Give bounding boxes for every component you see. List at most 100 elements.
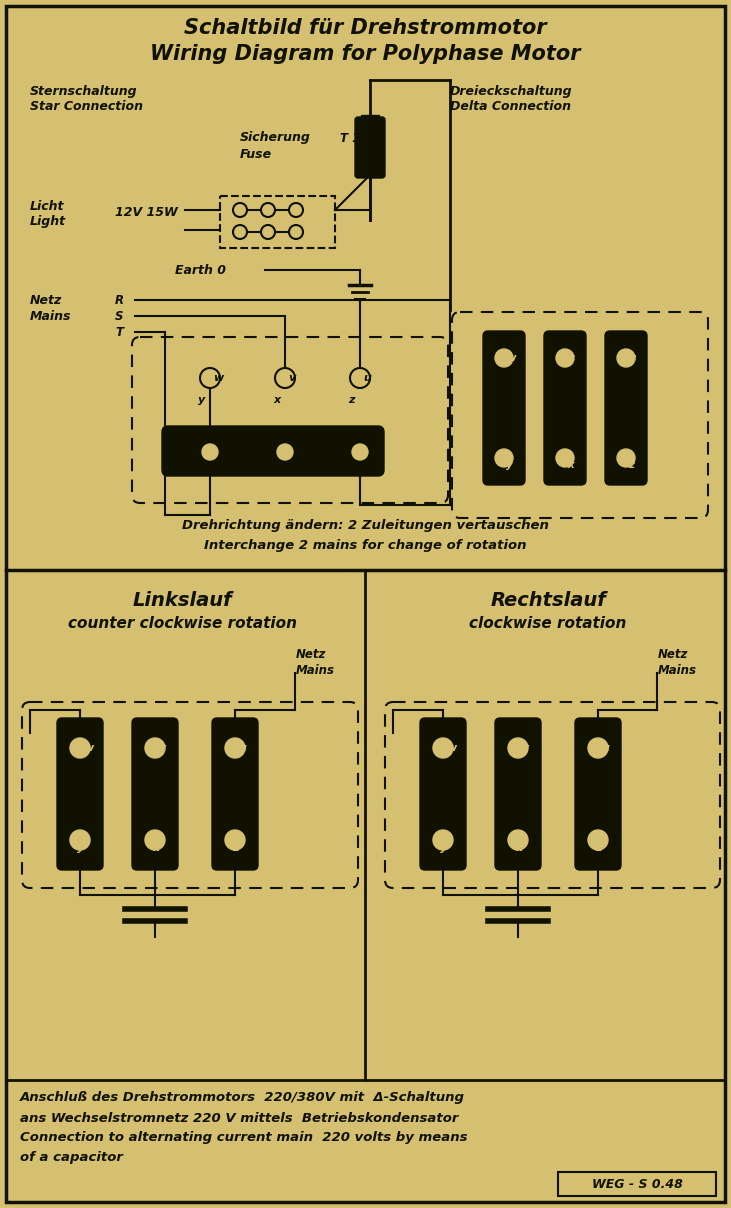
Circle shape bbox=[225, 830, 245, 850]
Text: Star Connection: Star Connection bbox=[30, 100, 143, 114]
Text: y: y bbox=[198, 395, 205, 405]
Text: Mains: Mains bbox=[658, 663, 697, 676]
Text: v: v bbox=[521, 743, 529, 753]
Text: clockwise rotation: clockwise rotation bbox=[469, 616, 626, 631]
FancyBboxPatch shape bbox=[162, 426, 384, 476]
Text: y: y bbox=[77, 843, 84, 853]
Circle shape bbox=[261, 203, 275, 217]
Text: Licht: Licht bbox=[30, 201, 64, 214]
Text: w: w bbox=[506, 353, 515, 362]
Circle shape bbox=[233, 203, 247, 217]
Text: x: x bbox=[515, 843, 522, 853]
FancyBboxPatch shape bbox=[212, 718, 258, 870]
Text: u: u bbox=[628, 353, 635, 362]
Text: w: w bbox=[83, 743, 94, 753]
Circle shape bbox=[617, 349, 635, 367]
FancyBboxPatch shape bbox=[57, 718, 103, 870]
FancyBboxPatch shape bbox=[355, 117, 385, 178]
Text: Sicherung: Sicherung bbox=[240, 132, 311, 145]
Text: Connection to alternating current main  220 volts by means: Connection to alternating current main 2… bbox=[20, 1132, 468, 1144]
Circle shape bbox=[70, 738, 90, 757]
FancyBboxPatch shape bbox=[132, 718, 178, 870]
Circle shape bbox=[233, 225, 247, 239]
Text: Netz: Netz bbox=[296, 649, 326, 662]
FancyBboxPatch shape bbox=[495, 718, 541, 870]
Circle shape bbox=[261, 225, 275, 239]
Text: y: y bbox=[506, 460, 512, 470]
Circle shape bbox=[433, 738, 453, 757]
Text: Delta Connection: Delta Connection bbox=[450, 100, 571, 114]
Circle shape bbox=[433, 830, 453, 850]
FancyBboxPatch shape bbox=[605, 331, 647, 484]
Text: u: u bbox=[601, 743, 609, 753]
FancyBboxPatch shape bbox=[483, 331, 525, 484]
Text: Interchange 2 mains for change of rotation: Interchange 2 mains for change of rotati… bbox=[204, 539, 526, 552]
Circle shape bbox=[70, 830, 90, 850]
Text: v: v bbox=[567, 353, 574, 362]
Circle shape bbox=[145, 830, 165, 850]
Text: Drehrichtung ändern: 2 Zuleitungen vertauschen: Drehrichtung ändern: 2 Zuleitungen verta… bbox=[181, 518, 548, 532]
Text: WEG - S 0.48: WEG - S 0.48 bbox=[591, 1178, 683, 1191]
Bar bbox=[361, 115, 379, 124]
Circle shape bbox=[508, 830, 528, 850]
Circle shape bbox=[588, 738, 608, 757]
Text: Netz: Netz bbox=[30, 294, 62, 307]
Text: Mains: Mains bbox=[30, 309, 72, 323]
Text: w: w bbox=[213, 373, 223, 383]
Text: v: v bbox=[288, 373, 295, 383]
Bar bbox=[558, 1172, 716, 1196]
Circle shape bbox=[588, 830, 608, 850]
Circle shape bbox=[145, 738, 165, 757]
Text: z: z bbox=[348, 395, 355, 405]
Circle shape bbox=[202, 445, 218, 460]
Text: z: z bbox=[232, 843, 238, 853]
Circle shape bbox=[225, 738, 245, 757]
Circle shape bbox=[350, 368, 370, 388]
Text: Fuse: Fuse bbox=[240, 147, 272, 161]
FancyBboxPatch shape bbox=[420, 718, 466, 870]
Text: x: x bbox=[273, 395, 280, 405]
Text: 12V 15W: 12V 15W bbox=[115, 207, 178, 220]
Text: of a capacitor: of a capacitor bbox=[20, 1151, 123, 1165]
Text: Anschluß des Drehstrommotors  220/380V mit  Δ-Schaltung: Anschluß des Drehstrommotors 220/380V mi… bbox=[20, 1092, 465, 1104]
Circle shape bbox=[352, 445, 368, 460]
Circle shape bbox=[200, 368, 220, 388]
Text: T: T bbox=[115, 325, 123, 338]
Text: R: R bbox=[115, 294, 124, 307]
FancyBboxPatch shape bbox=[575, 718, 621, 870]
Text: Mains: Mains bbox=[296, 663, 335, 676]
Text: w: w bbox=[446, 743, 456, 753]
Text: Sternschaltung: Sternschaltung bbox=[30, 86, 137, 99]
FancyBboxPatch shape bbox=[544, 331, 586, 484]
Text: Schaltbild für Drehstrommotor: Schaltbild für Drehstrommotor bbox=[183, 18, 546, 37]
Circle shape bbox=[275, 368, 295, 388]
Text: counter clockwise rotation: counter clockwise rotation bbox=[67, 616, 297, 631]
Circle shape bbox=[495, 449, 513, 467]
Text: x: x bbox=[567, 460, 574, 470]
Text: S: S bbox=[115, 309, 124, 323]
Circle shape bbox=[556, 449, 574, 467]
Text: Netz: Netz bbox=[658, 649, 689, 662]
Circle shape bbox=[556, 349, 574, 367]
Text: y: y bbox=[440, 843, 447, 853]
Text: x: x bbox=[152, 843, 159, 853]
Circle shape bbox=[495, 349, 513, 367]
Text: u: u bbox=[238, 743, 246, 753]
Text: v: v bbox=[158, 743, 165, 753]
Text: T 1.6 A: T 1.6 A bbox=[340, 132, 386, 145]
Text: z: z bbox=[595, 843, 602, 853]
Bar bbox=[361, 165, 379, 175]
Bar bbox=[220, 196, 335, 248]
Text: z: z bbox=[628, 460, 634, 470]
Circle shape bbox=[277, 445, 293, 460]
Text: Light: Light bbox=[30, 215, 66, 228]
Text: Linkslauf: Linkslauf bbox=[132, 591, 232, 610]
Text: u: u bbox=[363, 373, 371, 383]
Circle shape bbox=[508, 738, 528, 757]
Text: ans Wechselstromnetz 220 V mittels  Betriebskondensator: ans Wechselstromnetz 220 V mittels Betri… bbox=[20, 1111, 458, 1125]
Text: Earth 0: Earth 0 bbox=[175, 263, 226, 277]
Text: Wiring Diagram for Polyphase Motor: Wiring Diagram for Polyphase Motor bbox=[150, 43, 580, 64]
Circle shape bbox=[289, 203, 303, 217]
Circle shape bbox=[289, 225, 303, 239]
Circle shape bbox=[617, 449, 635, 467]
